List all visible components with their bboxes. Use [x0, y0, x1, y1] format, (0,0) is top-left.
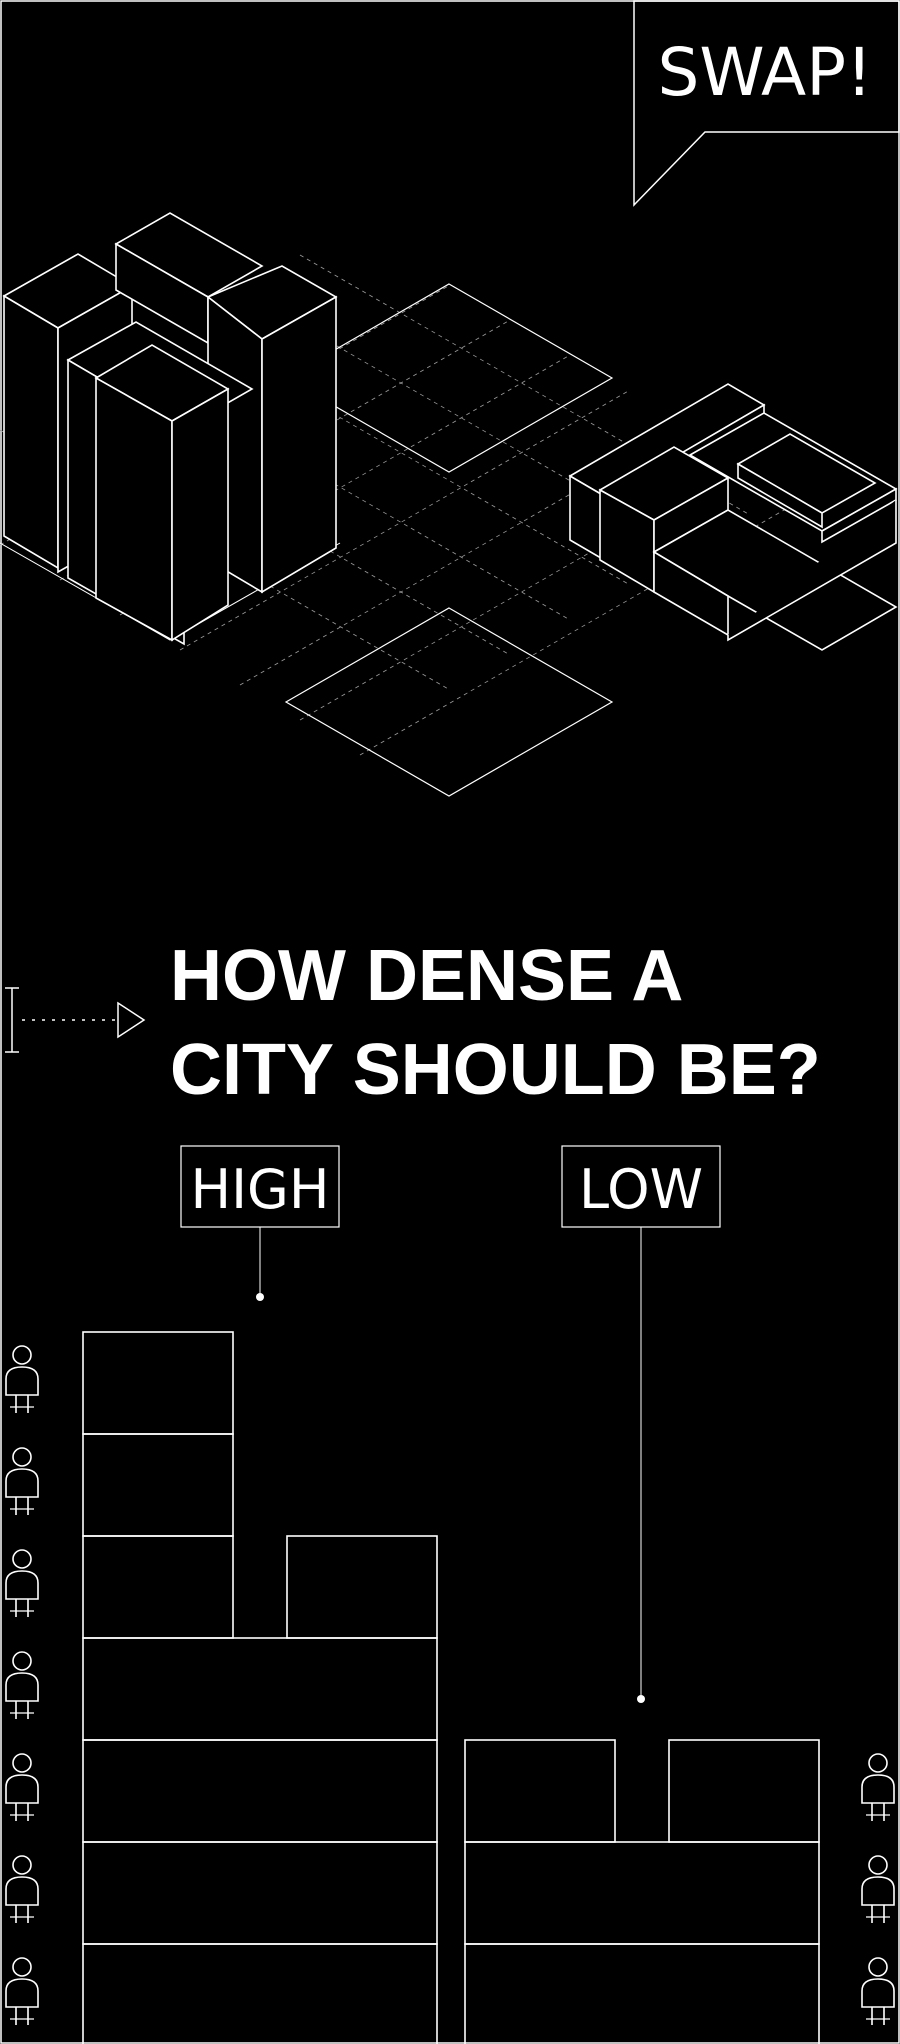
low-density-stack [464, 1739, 820, 2044]
high-label-text: HIGH [191, 1158, 330, 1221]
high-rise-cluster [2, 212, 338, 646]
swap-badge: SWAP! [633, 0, 900, 207]
swap-badge-text: SWAP! [658, 34, 873, 111]
low-rise-cluster [568, 383, 898, 651]
plaza-top [284, 283, 614, 473]
low-label-text: LOW [579, 1158, 703, 1221]
high-density-stack [82, 1331, 438, 2044]
headline-line-1: HOW DENSE A [170, 936, 683, 1016]
dotted-arrow-icon [5, 987, 146, 1053]
plaza-bottom [284, 607, 614, 797]
low-density-label: LOW [561, 1145, 721, 1703]
speech-bubble-icon [633, 0, 900, 207]
isometric-city-illustration [0, 212, 898, 797]
high-density-label: HIGH [180, 1145, 340, 1301]
headline-line-2: CITY SHOULD BE? [170, 1030, 821, 1110]
